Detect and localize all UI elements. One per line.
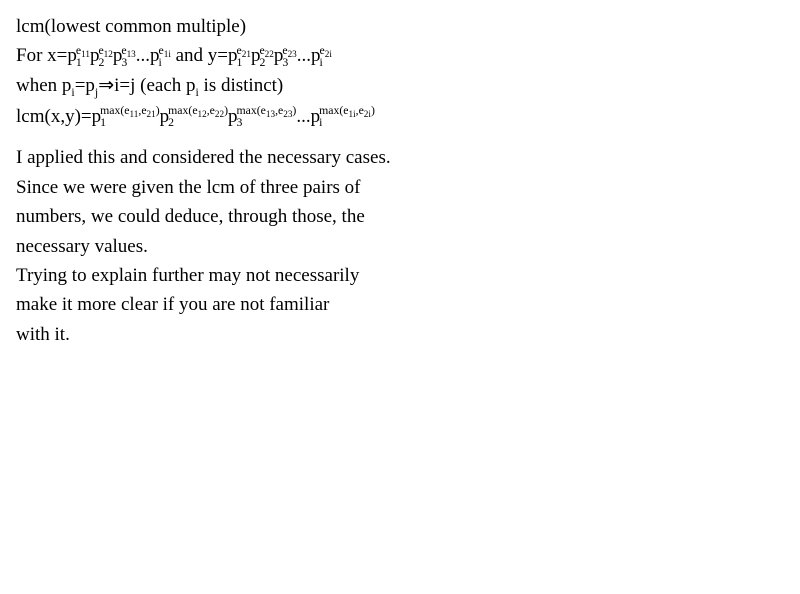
ms: 12 xyxy=(198,109,207,119)
p3-subsup-x: e133 xyxy=(121,46,135,69)
e: e xyxy=(320,44,325,57)
ss: 22 xyxy=(265,49,274,59)
p1-max: max(e11,e21)1 xyxy=(100,106,160,129)
t4a: lcm(x,y)=p xyxy=(16,106,101,127)
pi-subsup-y: e2ii xyxy=(320,46,332,69)
ms: 13 xyxy=(266,109,275,119)
p2-subsup-x: e122 xyxy=(98,46,112,69)
line-applied: I applied this and considered the necess… xyxy=(16,143,784,172)
sub1: 1 xyxy=(76,58,90,69)
ms2: 21 xyxy=(147,109,156,119)
dots-m: ...p xyxy=(296,106,320,127)
line-withit: with it. xyxy=(16,320,784,349)
text-for-x: For x=p xyxy=(16,45,77,66)
p2-subsup-y: e222 xyxy=(259,46,273,69)
ms: 11 xyxy=(130,109,139,119)
s1: 1 xyxy=(100,118,160,129)
line-lcm-formula: lcm(x,y)=pmax(e11,e21)1pmax(e12,e22)2pma… xyxy=(16,102,784,131)
sub-i2: i xyxy=(196,86,199,99)
pi-subsup-x: e1ii xyxy=(159,46,171,69)
t3a: when p xyxy=(16,75,71,96)
mb: ,e xyxy=(207,104,215,117)
line-make: make it more clear if you are not famili… xyxy=(16,290,784,319)
sub2: 2 xyxy=(98,58,112,69)
ss: 21 xyxy=(242,49,251,59)
mc: ) xyxy=(371,104,375,117)
line-necessary: necessary values. xyxy=(16,232,784,261)
sub3: 3 xyxy=(121,58,135,69)
si: i xyxy=(319,118,375,129)
ss: 23 xyxy=(288,49,297,59)
mb: ,e xyxy=(356,104,364,117)
ss: 2i xyxy=(325,49,332,59)
e: e xyxy=(237,44,242,57)
m: max(e xyxy=(319,104,348,117)
s2: 2 xyxy=(168,118,228,129)
sub1y: 1 xyxy=(237,58,251,69)
mb: ,e xyxy=(138,104,146,117)
e: e xyxy=(282,44,287,57)
dots-x: ... xyxy=(136,45,150,66)
ms2: 23 xyxy=(283,109,292,119)
t3b: =p xyxy=(75,75,95,96)
p1-subsup-y: e211 xyxy=(237,46,251,69)
p3-max: max(e13,e23)3 xyxy=(236,106,296,129)
line-for-xy: For x=pe111pe122pe133...pe1ii and y=pe21… xyxy=(16,41,784,70)
line-since: Since we were given the lcm of three pai… xyxy=(16,173,784,202)
dots-y: ... xyxy=(297,45,311,66)
line-numbers: numbers, we could deduce, through those,… xyxy=(16,202,784,231)
line-when-distinct: when pi=pj⇒i=j (each pi is distinct) xyxy=(16,71,784,102)
line-trying: Trying to explain further may not necess… xyxy=(16,261,784,290)
subiy: i xyxy=(320,58,332,69)
e: e xyxy=(259,44,264,57)
line-lcm-title: lcm(lowest common multiple) xyxy=(16,12,784,41)
sub2y: 2 xyxy=(259,58,273,69)
p3-subsup-y: e233 xyxy=(282,46,296,69)
text-and-y: and y=p xyxy=(171,45,238,66)
e: e xyxy=(98,44,103,57)
subi: i xyxy=(159,58,171,69)
t3c: ⇒i=j (each p xyxy=(98,75,195,96)
sub-i: i xyxy=(71,86,74,99)
ms2: 22 xyxy=(215,109,224,119)
s3: 3 xyxy=(236,118,296,129)
p2-max: max(e12,e22)2 xyxy=(168,106,228,129)
sub-j: j xyxy=(95,86,98,99)
ss: 12 xyxy=(104,49,113,59)
mb: ,e xyxy=(275,104,283,117)
ms: 1i xyxy=(348,109,355,119)
sub3y: 3 xyxy=(282,58,296,69)
p1-subsup-x: e111 xyxy=(76,46,90,69)
ss: 1i xyxy=(164,49,171,59)
pi-max: max(e1i,e2i)i xyxy=(319,106,375,129)
blank-line xyxy=(16,131,784,143)
e: e xyxy=(121,44,126,57)
ss: 13 xyxy=(127,49,136,59)
t3d: is distinct) xyxy=(199,75,283,96)
ss: 11 xyxy=(81,49,90,59)
e: e xyxy=(159,44,164,57)
ms2: 2i xyxy=(364,109,371,119)
